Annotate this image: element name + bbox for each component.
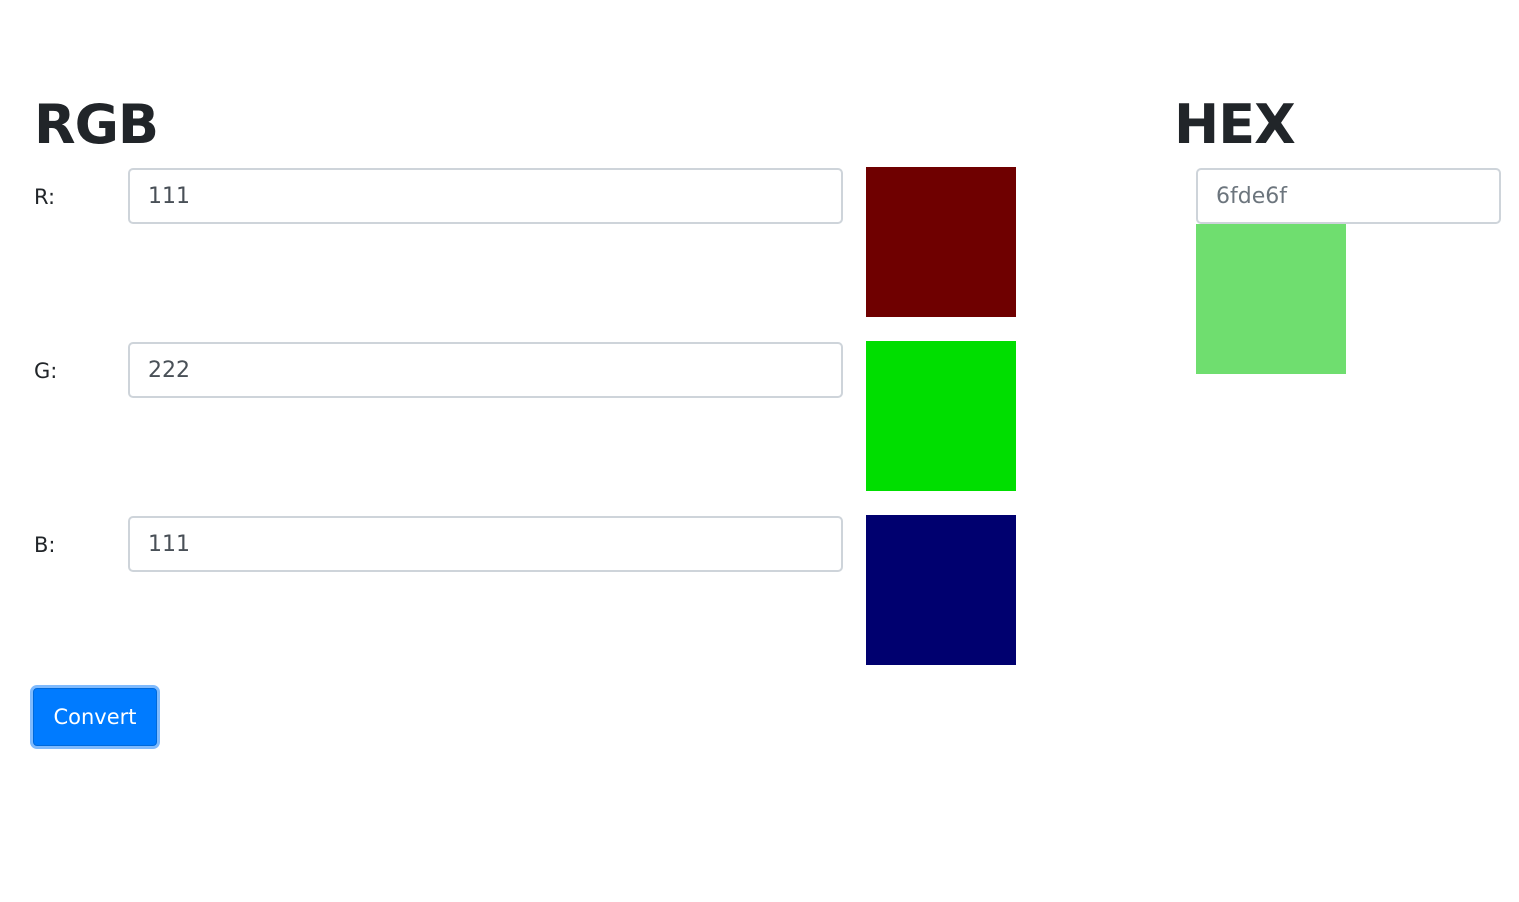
hex-input[interactable]	[1196, 168, 1501, 224]
red-input[interactable]	[128, 168, 843, 224]
green-label: G:	[34, 359, 58, 383]
red-label: R:	[34, 185, 56, 209]
hex-heading: HEX	[1174, 93, 1296, 156]
blue-label: B:	[34, 533, 56, 557]
blue-swatch	[866, 515, 1016, 665]
green-swatch	[866, 341, 1016, 491]
blue-input[interactable]	[128, 516, 843, 572]
green-input[interactable]	[128, 342, 843, 398]
red-swatch	[866, 167, 1016, 317]
convert-button[interactable]: Convert	[30, 685, 160, 749]
rgb-heading: RGB	[34, 93, 159, 156]
hex-swatch	[1196, 224, 1346, 374]
